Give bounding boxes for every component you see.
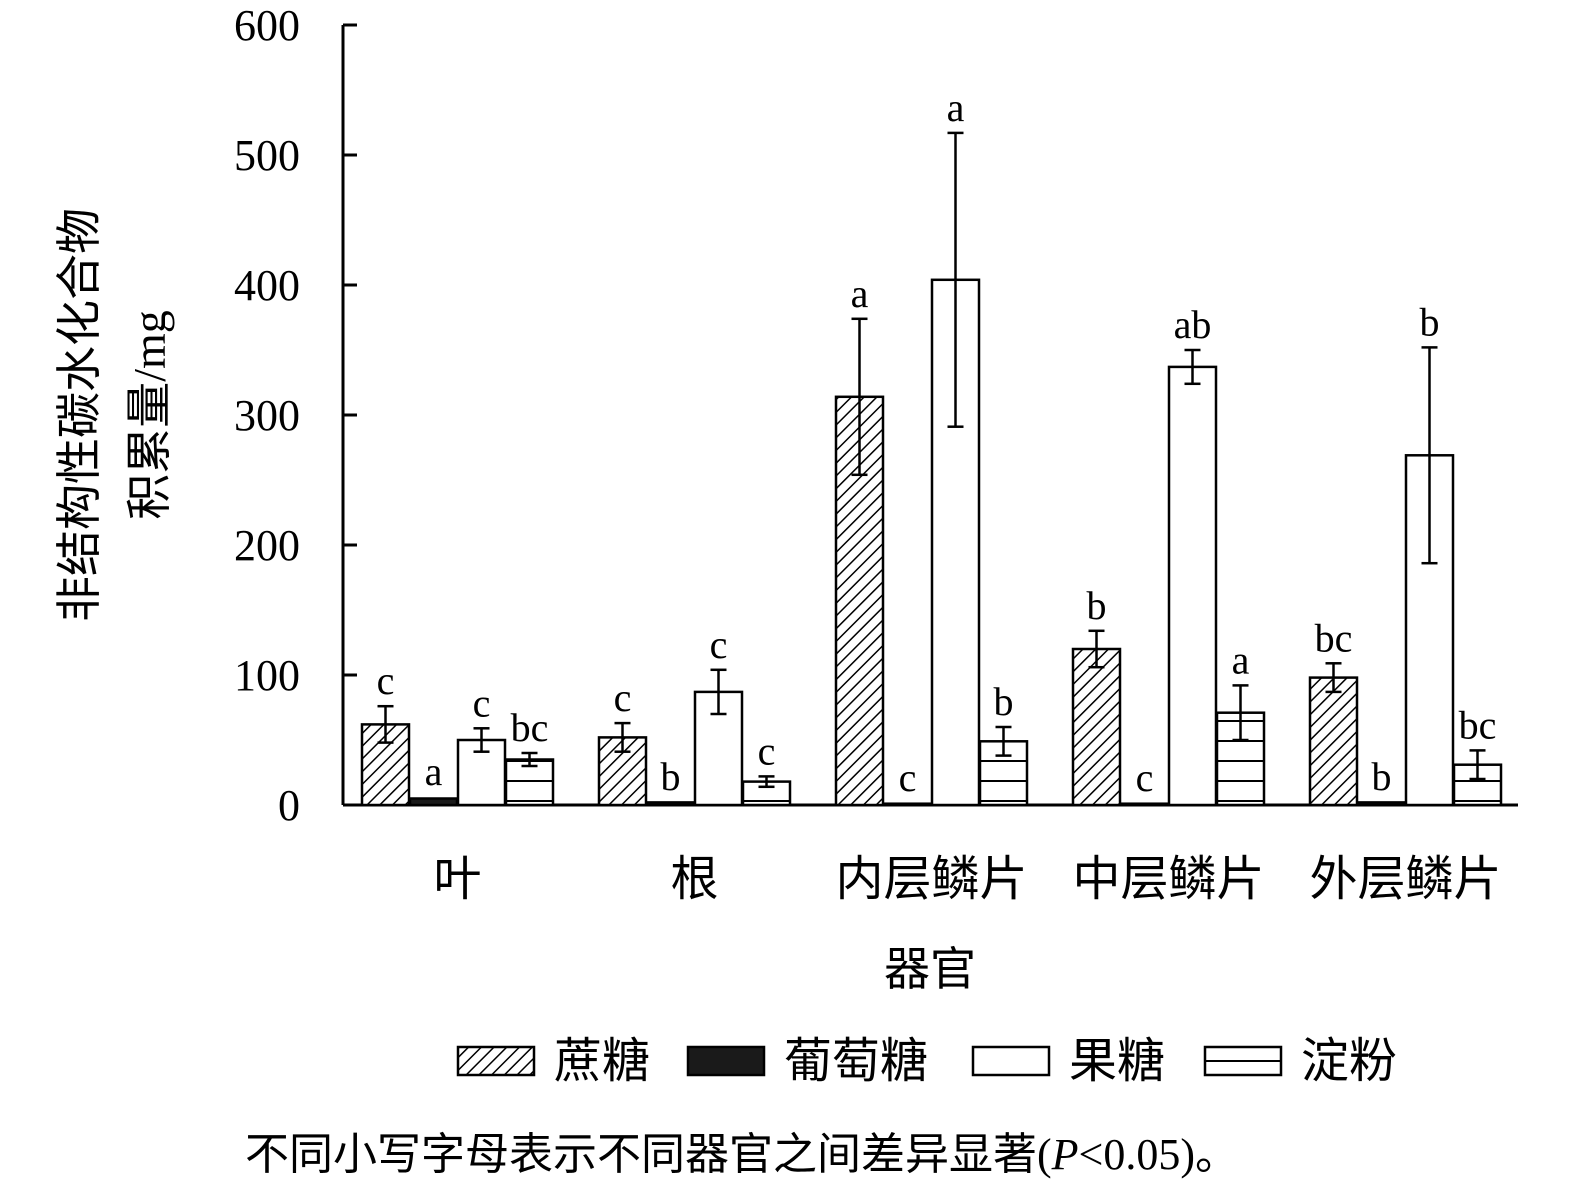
y-axis-title-line1: 非结构性碳水化合物 xyxy=(54,208,105,622)
category-label: 叶 xyxy=(433,853,481,906)
legend-swatch xyxy=(686,1045,766,1077)
y-tick-label: 400 xyxy=(234,261,300,310)
legend-swatch xyxy=(971,1045,1051,1077)
footnote-suffix: <0.05)。 xyxy=(1078,1130,1240,1179)
significance-letter: b xyxy=(661,754,681,799)
bar xyxy=(1119,802,1170,807)
x-axis-title: 器官 xyxy=(884,944,976,995)
legend: 蔗糖 葡萄糖 果糖 淀粉 xyxy=(456,1035,1397,1088)
y-tick-label: 300 xyxy=(234,391,300,440)
y-axis: 0 100 200 300 400 500 600 xyxy=(234,1,357,830)
bar xyxy=(1071,647,1122,807)
bar xyxy=(1308,676,1359,807)
category-label: 中层鳞片 xyxy=(1072,853,1264,906)
bar xyxy=(1356,801,1407,807)
footnote-p-symbol: P xyxy=(1051,1130,1079,1179)
y-tick-label: 100 xyxy=(234,651,300,700)
significance-letter: c xyxy=(614,675,632,720)
legend-label: 淀粉 xyxy=(1301,1035,1397,1088)
legend-label: 蔗糖 xyxy=(554,1035,650,1088)
significance-letter: bc xyxy=(511,705,549,750)
category-label: 内层鳞片 xyxy=(835,853,1027,906)
legend-swatch xyxy=(456,1045,536,1077)
bar xyxy=(1167,365,1218,807)
category-labels: 叶 根 内层鳞片 中层鳞片 外层鳞片 xyxy=(433,853,1501,906)
significance-letter: c xyxy=(758,728,776,773)
significance-letter: a xyxy=(1232,637,1250,682)
significance-letter: ab xyxy=(1174,302,1212,347)
y-axis-title-line2: 积累量/mg xyxy=(124,310,175,520)
bar xyxy=(645,801,696,807)
y-axis-title: 非结构性碳水化合物 积累量/mg xyxy=(54,208,175,622)
significance-letter: b xyxy=(1087,583,1107,628)
significance-letter: b xyxy=(1420,299,1440,344)
category-label: 根 xyxy=(670,853,718,906)
significance-letter: bc xyxy=(1459,702,1497,747)
y-tick-label: 600 xyxy=(234,1,300,50)
legend-label: 葡萄糖 xyxy=(784,1035,928,1088)
y-tick-label: 500 xyxy=(234,131,300,180)
legend-label: 果糖 xyxy=(1069,1035,1165,1088)
footnote-prefix: 不同小写字母表示不同器官之间差异显著( xyxy=(245,1130,1052,1179)
significance-letter: c xyxy=(377,658,395,703)
bar xyxy=(408,797,459,807)
footnote: 不同小写字母表示不同器官之间差异显著(P<0.05)。 xyxy=(245,1118,1239,1182)
significance-letter: c xyxy=(899,755,917,800)
y-tick-label: 200 xyxy=(234,521,300,570)
significance-letter: a xyxy=(851,271,869,316)
significance-letter: a xyxy=(425,749,443,794)
category-label: 外层鳞片 xyxy=(1309,853,1501,906)
significance-letter: a xyxy=(947,85,965,130)
significance-letter: b xyxy=(994,679,1014,724)
significance-letter: b xyxy=(1372,754,1392,799)
legend-swatch xyxy=(1203,1045,1283,1077)
significance-letter: bc xyxy=(1315,615,1353,660)
y-tick-label: 0 xyxy=(278,781,300,830)
bar xyxy=(882,802,933,807)
significance-letter: c xyxy=(1136,755,1154,800)
significance-letter: c xyxy=(473,680,491,725)
significance-letter: c xyxy=(710,622,728,667)
